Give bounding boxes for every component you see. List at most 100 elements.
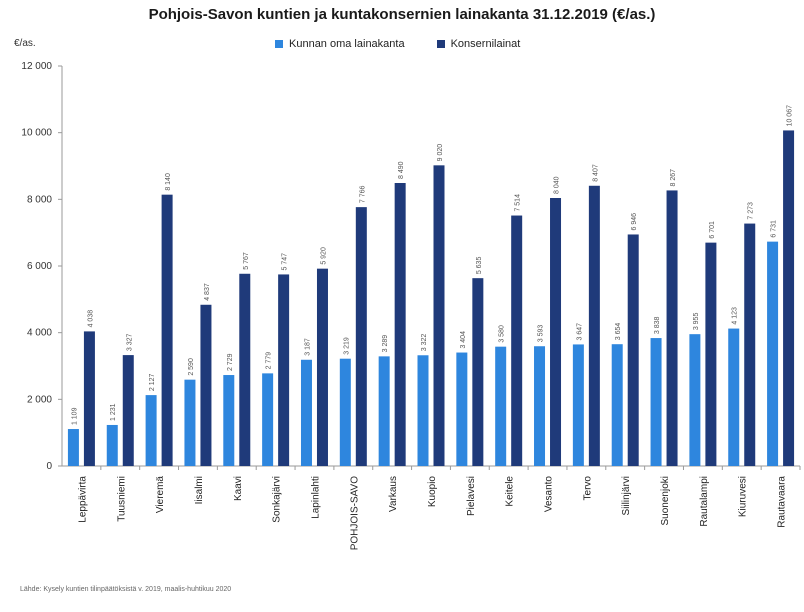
bar-kunnan-oma-lainakanta (456, 352, 468, 466)
bar-konsernilainat (239, 273, 251, 466)
bar-konsernilainat (783, 130, 795, 466)
x-category-label: Rautalampi (699, 476, 710, 527)
y-tick-label: 4 000 (27, 328, 52, 339)
x-category-label: Iisalmi (194, 476, 205, 504)
data-label-konsernilainat: 8 140 (165, 173, 172, 191)
bar-kunnan-oma-lainakanta (184, 379, 196, 466)
bar-konsernilainat (666, 190, 678, 466)
bar-kunnan-oma-lainakanta (534, 346, 546, 466)
y-tick-label: 0 (46, 461, 52, 472)
y-tick-label: 2 000 (27, 394, 52, 405)
data-label-konsernilainat: 5 635 (476, 257, 483, 275)
data-label-kunnan-oma-lainakanta: 3 838 (654, 316, 661, 334)
x-category-label: Sonkajärvi (272, 476, 283, 523)
data-label-konsernilainat: 9 020 (437, 144, 444, 162)
bar-kunnan-oma-lainakanta (767, 241, 779, 466)
chart-title: Pohjois-Savon kuntien ja kuntakonsernien… (148, 6, 656, 23)
data-label-konsernilainat: 7 514 (515, 194, 522, 212)
x-category-label: Varkaus (388, 476, 399, 512)
bar-konsernilainat (161, 194, 173, 466)
x-category-label: Suonenjoki (660, 476, 671, 525)
bar-kunnan-oma-lainakanta (611, 344, 623, 466)
data-label-kunnan-oma-lainakanta: 3 219 (343, 337, 350, 355)
bar-kunnan-oma-lainakanta (262, 373, 274, 466)
data-label-konsernilainat: 5 920 (320, 247, 327, 265)
bar-kunnan-oma-lainakanta (689, 334, 701, 466)
data-label-konsernilainat: 8 407 (592, 164, 599, 182)
x-category-label: Vesanto (544, 476, 555, 513)
x-category-label: Pielavesi (466, 476, 477, 516)
bar-kunnan-oma-lainakanta (650, 338, 662, 466)
data-label-kunnan-oma-lainakanta: 3 955 (693, 313, 700, 331)
x-category-label: Leppävirta (77, 476, 88, 523)
data-label-konsernilainat: 3 327 (126, 333, 133, 351)
bar-konsernilainat (511, 215, 523, 466)
data-label-kunnan-oma-lainakanta: 2 729 (227, 353, 234, 371)
bar-kunnan-oma-lainakanta (417, 355, 429, 466)
legend-label-series-1: Kunnan oma lainakanta (289, 38, 405, 50)
x-category-label: Kaavi (233, 476, 244, 501)
x-category-label: Kiuruvesi (738, 476, 749, 517)
x-category-label: POHJOIS-SAVO (349, 476, 360, 550)
x-category-label: Keitele (505, 476, 516, 507)
data-label-kunnan-oma-lainakanta: 1 231 (110, 403, 117, 421)
bar-kunnan-oma-lainakanta (495, 346, 507, 466)
data-label-kunnan-oma-lainakanta: 3 580 (499, 325, 506, 343)
data-label-konsernilainat: 5 747 (282, 253, 289, 271)
bar-konsernilainat (394, 183, 406, 466)
data-label-kunnan-oma-lainakanta: 6 731 (771, 220, 778, 238)
bar-konsernilainat (705, 242, 717, 466)
x-category-label: Siilinjärvi (621, 476, 632, 515)
data-label-kunnan-oma-lainakanta: 2 779 (266, 352, 273, 370)
data-label-konsernilainat: 4 038 (87, 310, 94, 328)
x-category-label: Tervo (582, 476, 593, 501)
bar-konsernilainat (744, 223, 756, 466)
bar-kunnan-oma-lainakanta (300, 359, 312, 466)
data-label-konsernilainat: 8 267 (670, 169, 677, 187)
data-label-kunnan-oma-lainakanta: 3 593 (538, 325, 545, 343)
legend-swatch-series-2 (436, 40, 445, 48)
data-label-konsernilainat: 6 946 (631, 213, 638, 231)
bar-konsernilainat (627, 234, 639, 466)
bar-kunnan-oma-lainakanta (67, 429, 79, 466)
bar-konsernilainat (433, 165, 445, 467)
data-label-kunnan-oma-lainakanta: 2 127 (149, 373, 156, 391)
data-label-konsernilainat: 6 701 (709, 221, 716, 239)
legend-item-series-2: Konsernilainat (436, 38, 520, 50)
bar-konsernilainat (200, 304, 212, 466)
source-note: Lähde: Kysely kuntien tilinpäätöksistä v… (20, 586, 232, 593)
x-category-label: Tuusniemi (116, 476, 127, 522)
bar-kunnan-oma-lainakanta (728, 328, 740, 466)
chart-legend: Kunnan oma lainakanta Konsernilainat (275, 38, 520, 50)
data-label-konsernilainat: 5 767 (243, 252, 250, 270)
x-category-label: Kuopio (427, 476, 438, 508)
bar-konsernilainat (355, 207, 367, 466)
x-category-label: Vieremä (155, 476, 166, 513)
data-label-konsernilainat: 7 766 (359, 186, 366, 204)
data-label-konsernilainat: 10 067 (787, 105, 794, 127)
legend-item-series-1: Kunnan oma lainakanta (275, 38, 405, 50)
y-tick-label: 12 000 (21, 61, 52, 72)
bar-kunnan-oma-lainakanta (223, 375, 235, 466)
bar-kunnan-oma-lainakanta (339, 358, 351, 466)
bar-konsernilainat (83, 331, 95, 466)
x-category-label: Lapinlahti (310, 476, 321, 519)
bar-konsernilainat (122, 355, 134, 466)
bar-konsernilainat (588, 185, 600, 466)
x-category-label: Rautavaara (777, 476, 788, 528)
y-tick-label: 10 000 (21, 128, 52, 139)
bar-konsernilainat (550, 198, 562, 466)
y-tick-label: 8 000 (27, 194, 52, 205)
data-label-kunnan-oma-lainakanta: 4 123 (732, 307, 739, 325)
bar-konsernilainat (316, 268, 328, 466)
legend-swatch-series-1 (275, 40, 283, 48)
bar-konsernilainat (472, 278, 484, 466)
data-label-kunnan-oma-lainakanta: 3 654 (615, 323, 622, 341)
bar-kunnan-oma-lainakanta (106, 424, 118, 466)
data-label-konsernilainat: 7 273 (748, 202, 755, 220)
y-tick-label: 6 000 (27, 261, 52, 272)
data-label-kunnan-oma-lainakanta: 3 647 (576, 323, 583, 341)
bar-kunnan-oma-lainakanta (145, 395, 157, 466)
data-label-konsernilainat: 8 490 (398, 161, 405, 179)
bar-kunnan-oma-lainakanta (572, 344, 584, 466)
